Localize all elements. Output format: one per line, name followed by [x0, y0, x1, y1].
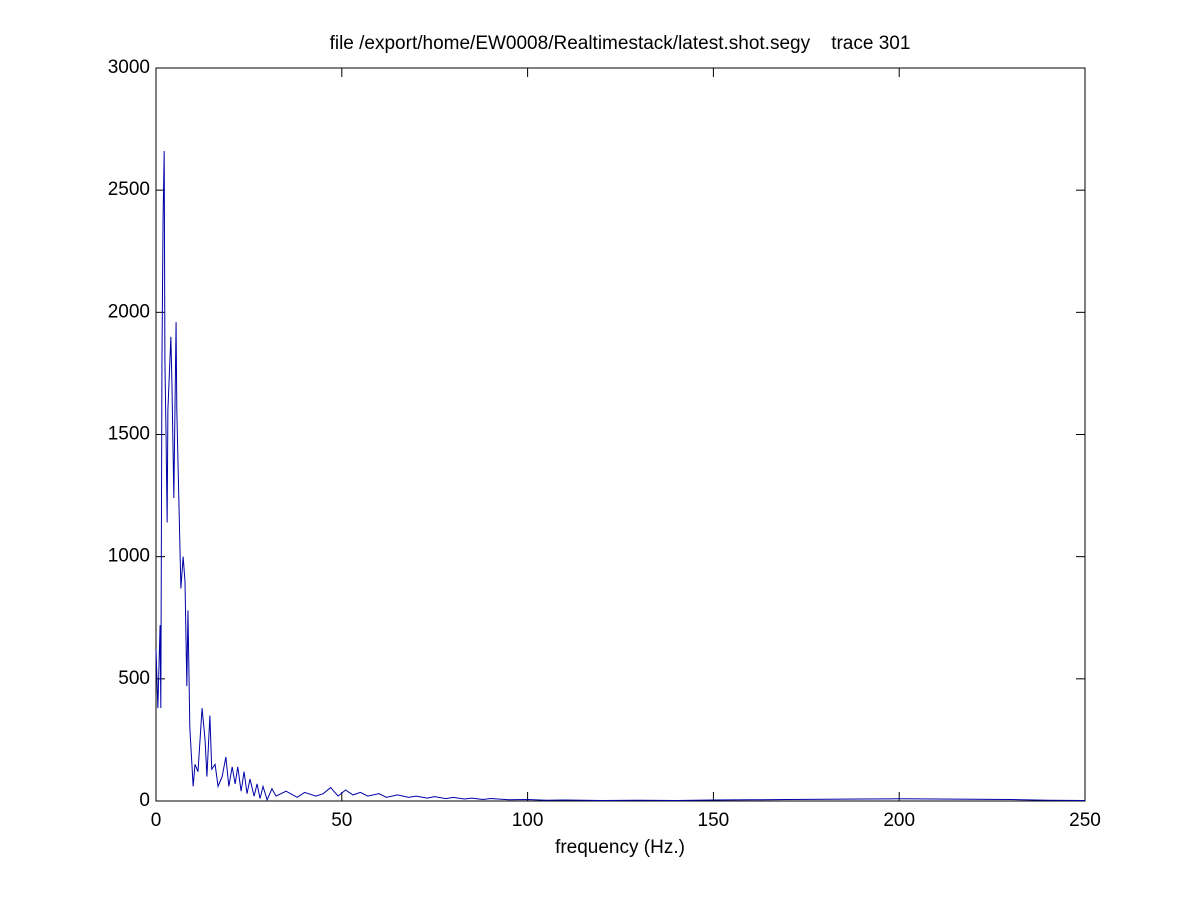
x-tick-label: 200: [883, 810, 915, 831]
x-tick-label: 100: [512, 810, 544, 831]
y-tick-label: 1000: [108, 546, 150, 567]
y-tick-label: 3000: [108, 57, 150, 78]
chart-title: file /export/home/EW0008/Realtimestack/l…: [330, 33, 911, 54]
x-tick-label: 250: [1069, 810, 1101, 831]
y-tick-label: 500: [118, 668, 150, 689]
x-tick-label: 150: [698, 810, 730, 831]
y-tick-label: 2000: [108, 301, 150, 322]
data-line: [155, 151, 1086, 802]
y-tick-label: 0: [139, 790, 150, 811]
y-tick-label: 2500: [108, 179, 150, 200]
x-axis-label: frequency (Hz.): [555, 837, 685, 858]
x-tick-label: 0: [151, 810, 162, 831]
y-tick-label: 1500: [108, 424, 150, 445]
x-tick-label: 50: [331, 810, 352, 831]
